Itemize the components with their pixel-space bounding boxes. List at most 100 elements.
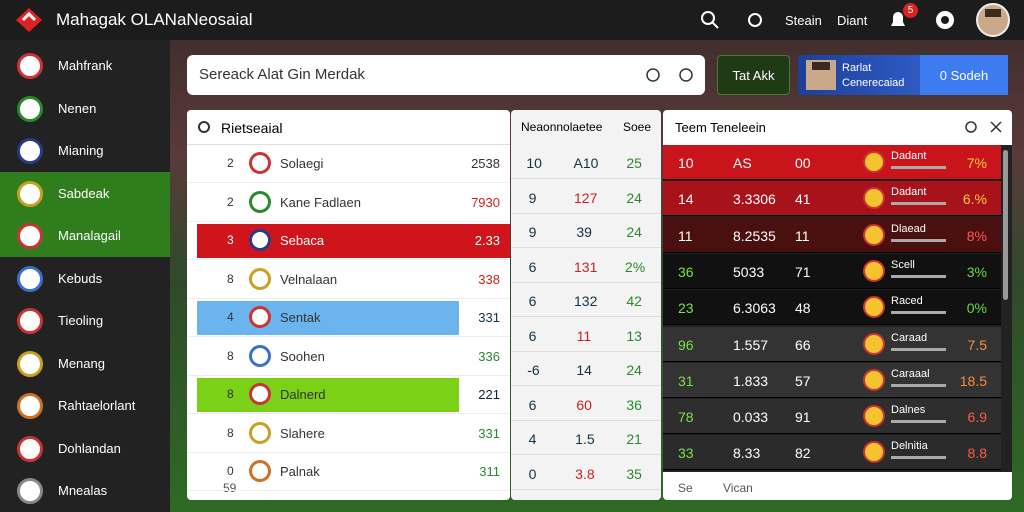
team-name: Slahere (280, 425, 325, 441)
action-button[interactable]: Tat Akk (717, 55, 790, 95)
stat-value: 6 (528, 258, 537, 275)
search-icon[interactable] (700, 10, 720, 30)
nav-link[interactable]: Steain (785, 13, 822, 28)
team-stat: 91 (795, 409, 811, 426)
team-stat: 36 (678, 263, 694, 280)
item-icon (17, 393, 43, 419)
globe-icon[interactable] (934, 9, 956, 31)
team-stat: 11 (795, 227, 810, 244)
sidebar-item[interactable]: Rahtaelorlant (0, 384, 170, 427)
team-stat: 82 (795, 445, 811, 462)
settings-icon[interactable] (745, 10, 765, 30)
leaderboard-row[interactable]: 2 Solaegi 2538 (187, 145, 510, 183)
row-highlight (197, 224, 510, 258)
stat-value: 132 (573, 293, 598, 309)
stat-value: 4 (528, 431, 537, 447)
sidebar-item[interactable]: Sabdeak (0, 171, 170, 215)
panel-footer: Vican (723, 481, 753, 495)
team-row[interactable]: 36 5033 71 Scell 3% (663, 253, 1001, 289)
team-sub (891, 456, 946, 460)
panel-controls[interactable] (963, 119, 1005, 135)
team-stat: 78 (678, 409, 694, 426)
team-row[interactable]: 33 8.33 82 Delnitia 8.8 (663, 435, 1001, 471)
rank: 2 (227, 194, 234, 209)
stat-value: 6 (528, 396, 537, 413)
team-row[interactable]: 10 AS 00 Dadant 7% (663, 145, 1001, 180)
sidebar-item[interactable]: Mnealas (0, 469, 170, 512)
team-name: Dadant (891, 150, 927, 162)
stats-row: 10 A10 25 (511, 145, 661, 179)
notification-icon[interactable] (888, 9, 908, 31)
scrollbar[interactable] (1003, 150, 1008, 300)
team-stat: 1.557 (733, 336, 769, 353)
team-logo (249, 460, 271, 482)
leaderboard-row[interactable]: 8 Velnalaan 338 (187, 261, 510, 299)
top-bar: Mahagak OLANaNeosaial Steain Diant 5 (0, 0, 1024, 40)
stat-value: 60 (576, 396, 592, 413)
leaderboard-row[interactable]: 8 Slahere 331 (187, 415, 510, 453)
sidebar-item[interactable]: Dohlandan (0, 427, 170, 470)
stat-value: 39 (576, 224, 592, 240)
search-box[interactable]: Sereack Alat Gin Merdak (187, 55, 705, 95)
team-stat: 11 (678, 227, 693, 244)
sidebar-item[interactable]: Mianing (0, 129, 170, 172)
item-icon (17, 138, 43, 164)
team-pct: 18.5 (959, 372, 987, 389)
stat-value: 6 (528, 327, 537, 344)
panel-icon (198, 121, 210, 133)
row-highlight (197, 301, 459, 335)
team-value: 221 (478, 387, 500, 402)
rank: 0 (227, 464, 234, 478)
team-sub (891, 274, 946, 278)
team-value: 331 (478, 425, 500, 441)
sidebar-item[interactable]: Mahfrank (0, 44, 170, 87)
team-sub (891, 202, 946, 206)
leaderboard-row[interactable]: 3 Sebaca 2.33 (187, 222, 510, 260)
team-stat: 3.3306 (733, 191, 776, 208)
team-row[interactable]: 78 0.033 91 Dalnes 6.9 (663, 399, 1001, 435)
team-name: Soohen (280, 348, 325, 364)
stat-value: 13 (626, 327, 642, 344)
sidebar-item[interactable]: Kebuds (0, 257, 170, 300)
team-name: Raced (891, 295, 923, 308)
profile-card[interactable]: Rarlat Cenerecaiad 0 Sodeh (798, 55, 1008, 95)
leaderboard-row[interactable]: 4 Sentak 331 (187, 299, 510, 337)
team-row[interactable]: 14 3.3306 41 Dadant 6.% (663, 181, 1001, 217)
leaderboard-row[interactable]: 8 Dalnerd 221 (187, 376, 510, 414)
team-row[interactable]: 23 6.3063 48 Raced 0% (663, 290, 1001, 326)
team-logo (863, 332, 885, 355)
nav-link[interactable]: Diant (837, 13, 868, 28)
team-pct: 7% (966, 155, 987, 171)
sidebar-item[interactable]: Manalagail (0, 214, 170, 257)
stats-row: 0 3.8 35 (511, 456, 661, 490)
avatar[interactable] (976, 3, 1010, 37)
sidebar-item[interactable]: Menang (0, 342, 170, 385)
sidebar-item[interactable]: Nenen (0, 87, 170, 130)
stat-value: 42 (626, 293, 642, 309)
team-logo (863, 405, 885, 428)
team-row[interactable]: 96 1.557 66 Caraad 7.5 (663, 326, 1001, 362)
column-header: Soee (623, 120, 652, 134)
team-row[interactable]: 31 1.833 57 Caraaal 18.5 (663, 362, 1001, 398)
leaderboard-row[interactable]: 0 Palnak 311 (187, 453, 510, 491)
leaderboard-row[interactable]: 8 Soohen 336 (187, 338, 510, 376)
team-stat: 6.3063 (733, 300, 776, 317)
stats-row: 6 131 2% (511, 249, 661, 283)
team-stat: 41 (795, 191, 811, 208)
stats-row: -6 14 24 (511, 352, 661, 386)
team-pct: 8% (966, 227, 987, 244)
team-logo (863, 368, 885, 391)
stats-row: 6 132 42 (511, 283, 661, 317)
team-value: 336 (478, 348, 500, 364)
team-logo (863, 151, 885, 173)
team-value: 2.33 (474, 233, 500, 248)
team-row[interactable]: 11 8.2535 11 Dlaead 8% (663, 217, 1001, 253)
team-name: Solaegi (280, 156, 324, 171)
leaderboard-row[interactable]: 2 Kane Fadlaen 7930 (187, 184, 510, 222)
team-logo (863, 259, 885, 282)
profile-select[interactable]: 0 Sodeh (920, 55, 1008, 95)
team-logo (249, 229, 271, 251)
stat-value: 1.5 (575, 431, 595, 447)
sidebar-item[interactable]: Tieoling (0, 299, 170, 342)
team-panel: Teem Teneleein Se Vican 10 AS 00 Dadant 7% 14… (663, 110, 1012, 500)
